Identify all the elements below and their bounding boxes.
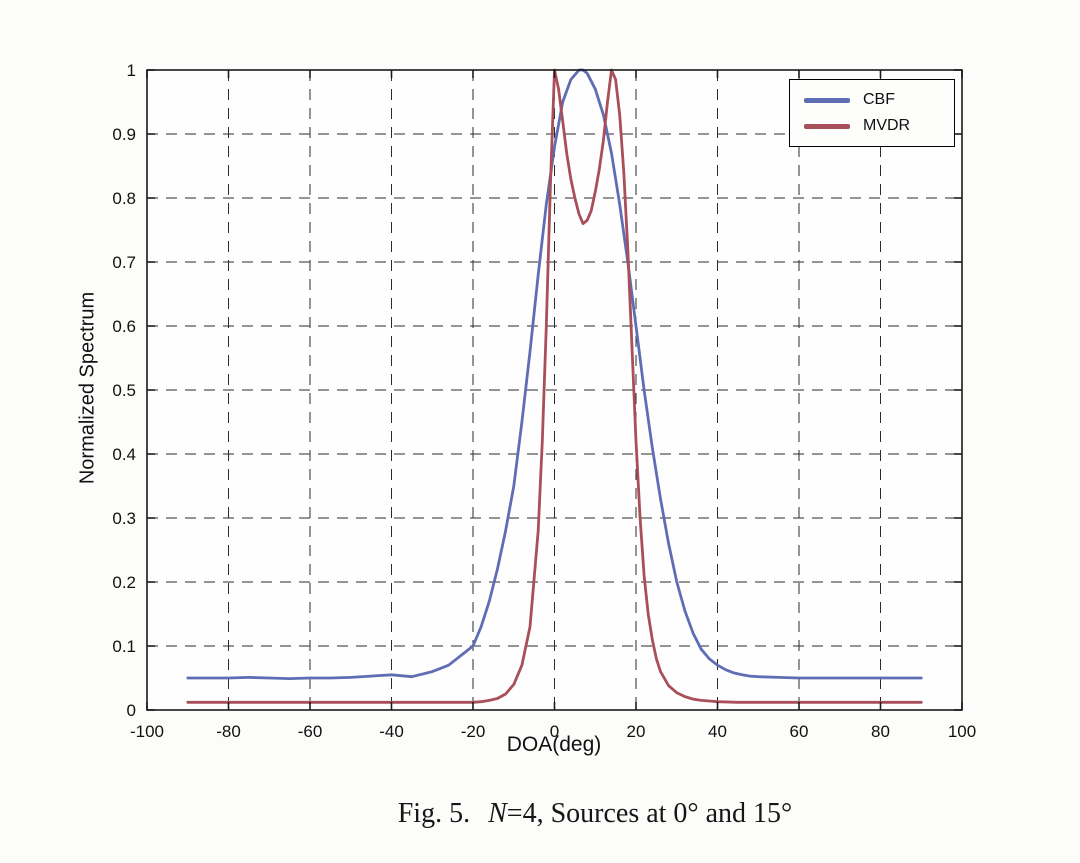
y-tick-label: 0.7 <box>112 253 136 272</box>
y-tick-label: 0.5 <box>112 381 136 400</box>
x-tick-label: 60 <box>790 722 809 741</box>
y-tick-label: 0.4 <box>112 445 136 464</box>
x-tick-label: -80 <box>216 722 241 741</box>
y-tick-label: 0.3 <box>112 509 136 528</box>
x-tick-label: 40 <box>708 722 727 741</box>
series-line-mvdr <box>186 68 923 704</box>
x-tick-label: -100 <box>130 722 164 741</box>
y-tick-label: 0.9 <box>112 125 136 144</box>
y-axis-title: Normalized Spectrum <box>76 291 99 485</box>
x-tick-label: -60 <box>298 722 323 741</box>
x-tick-label: 80 <box>871 722 890 741</box>
legend-item-mvdr: MVDR <box>796 113 948 139</box>
legend: CBF MVDR <box>789 79 955 147</box>
y-tick-label: 0.2 <box>112 573 136 592</box>
x-axis-title: DOA(deg) <box>506 733 602 756</box>
y-tick-label: 0.6 <box>112 317 136 336</box>
legend-label-mvdr: MVDR <box>863 117 911 134</box>
x-tick-label: 20 <box>627 722 646 741</box>
y-tick-label: 0 <box>127 701 136 720</box>
legend-item-cbf: CBF <box>796 87 948 113</box>
y-tick-label: 1 <box>127 61 136 80</box>
legend-label-cbf: CBF <box>863 91 895 108</box>
figure-caption: Fig. 5. N=4, Sources at 0° and 15° <box>110 798 1080 830</box>
chart-plot: -100 -80 -60 -40 -20 0 20 40 60 80 100 0 0.1 0.2 0.3 0.… <box>112 61 976 741</box>
caption-fig-label: Fig. 5. <box>397 798 471 829</box>
x-tick-label: 0 <box>550 722 559 741</box>
caption-n: N <box>488 798 507 829</box>
mvdr-line-sample <box>804 123 850 129</box>
y-tick-label: 0.1 <box>112 637 136 656</box>
y-tick-label: 0.8 <box>112 189 136 208</box>
x-tick-label: -20 <box>461 722 486 741</box>
cbf-line-sample <box>804 97 850 103</box>
x-tick-label: -40 <box>379 722 404 741</box>
x-tick-label: 100 <box>948 722 976 741</box>
caption-rest: =4, Sources at 0° and 15° <box>506 798 793 829</box>
